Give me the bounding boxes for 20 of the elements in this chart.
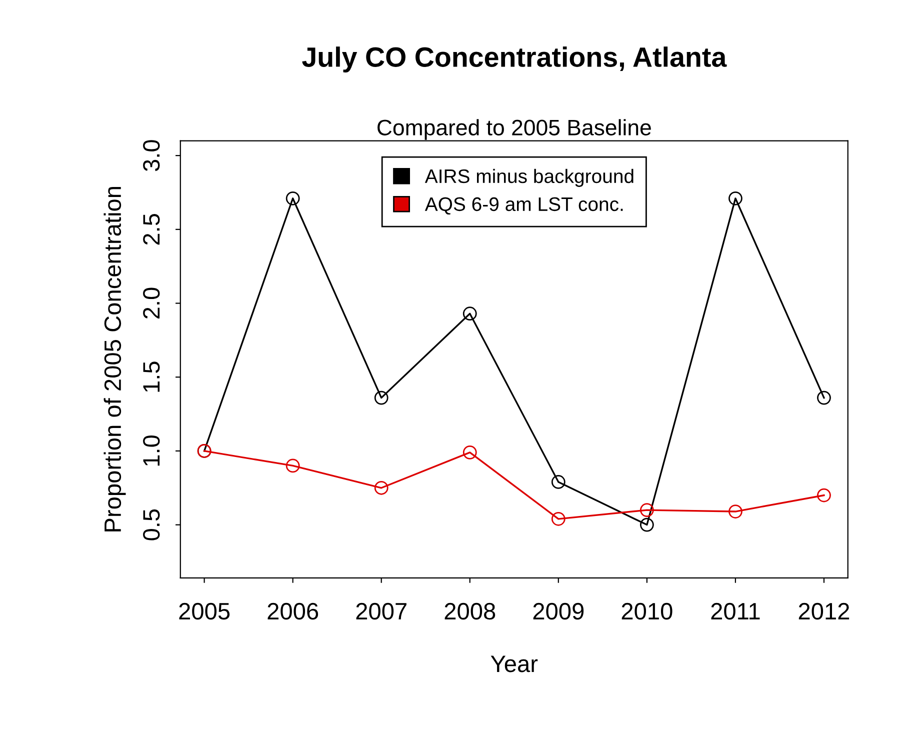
y-tick-label: 2.0 (143, 288, 160, 318)
chart-subtitle: Compared to 2005 Baseline (378, 119, 651, 140)
y-axis-title: Proportion of 2005 Concentration (104, 186, 126, 532)
x-tick-label: 2009 (533, 602, 584, 620)
x-tick-label: 2008 (444, 602, 496, 620)
y-tick-label: 1.5 (143, 362, 160, 392)
y-tick-label: 0.5 (143, 509, 160, 540)
legend-label: AIRS minus background (424, 168, 634, 187)
x-tick-label: 2006 (268, 602, 318, 620)
y-tick-label: 3.0 (143, 140, 160, 172)
legend-label: AQS 6-9 am LST conc. (424, 197, 623, 215)
y-tick-label: 1.0 (143, 435, 160, 466)
x-tick-label: 2007 (356, 602, 406, 620)
y-tick-label: 2.5 (143, 214, 160, 245)
x-tick-label: 2011 (711, 602, 760, 620)
x-tick-label: 2005 (179, 602, 230, 620)
x-tick-label: 2012 (798, 602, 850, 620)
x-axis-title: Year (490, 656, 538, 672)
x-tick-label: 2010 (622, 602, 672, 620)
chart-title: July CO Concentrations, Atlanta (302, 46, 727, 72)
